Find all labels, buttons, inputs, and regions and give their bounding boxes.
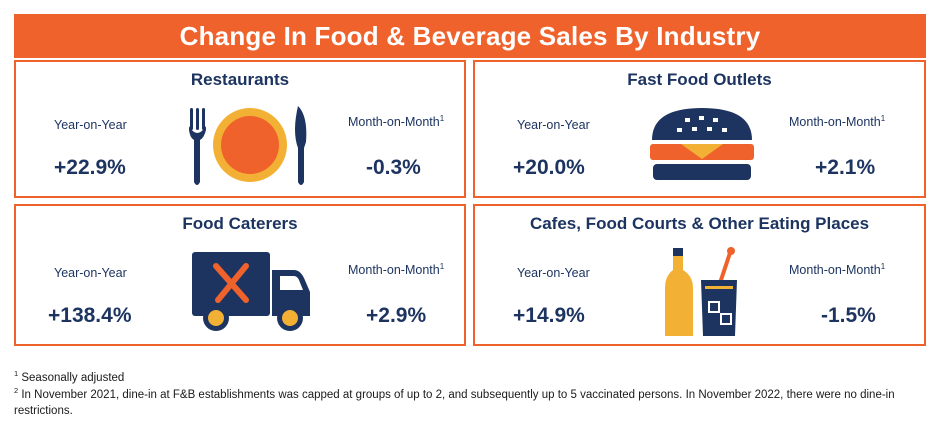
yoy-label: Year-on-Year <box>54 118 127 132</box>
panel-restaurants: Restaurants Year-on-Year Month-on-Month1… <box>14 60 466 198</box>
panel-title: Food Caterers <box>182 214 298 233</box>
mom-value: -1.5% <box>821 304 876 327</box>
yoy-value: +20.0% <box>513 156 585 179</box>
footnote-2: 2 In November 2021, dine-in at F&B estab… <box>14 386 895 417</box>
yoy-label: Year-on-Year <box>517 118 590 132</box>
yoy-value: +138.4% <box>48 304 132 327</box>
mom-label: Month-on-Month1 <box>348 114 445 130</box>
panel-cafes-food-courts: Cafes, Food Courts & Other Eating Places… <box>473 204 926 346</box>
panel-title: Fast Food Outlets <box>627 70 772 89</box>
bottle-and-drink-icon <box>665 247 737 336</box>
catering-truck-icon <box>192 252 310 331</box>
mom-value: -0.3% <box>366 156 421 179</box>
mom-label: Month-on-Month1 <box>348 262 445 278</box>
panel-title: Cafes, Food Courts & Other Eating Places <box>529 214 870 233</box>
panel-fast-food-outlets: Fast Food Outlets Year-on-Year Month-on-… <box>473 60 926 198</box>
yoy-value: +22.9% <box>54 156 126 179</box>
panel-title: Restaurants <box>190 70 290 89</box>
burger-icon <box>650 108 754 180</box>
mom-label: Month-on-Month1 <box>789 114 886 130</box>
yoy-value: +14.9% <box>513 304 585 327</box>
footnote-1: 1 Seasonally adjusted <box>14 369 125 384</box>
mom-value: +2.9% <box>366 304 427 327</box>
mom-label: Month-on-Month1 <box>789 262 886 278</box>
page-title: Change In Food & Beverage Sales By Indus… <box>14 14 926 58</box>
mom-value: +2.1% <box>815 156 876 179</box>
yoy-label: Year-on-Year <box>54 266 127 280</box>
panel-food-caterers: Food Caterers Year-on-Year Month-on-Mont… <box>14 204 466 346</box>
plate-fork-knife-icon <box>189 106 307 185</box>
yoy-label: Year-on-Year <box>517 266 590 280</box>
